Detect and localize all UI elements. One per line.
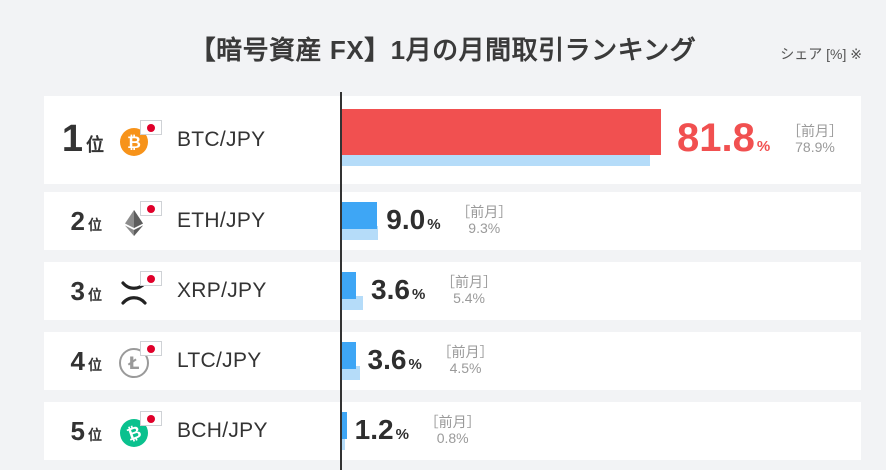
litecoin-icon: Ł (118, 347, 150, 379)
bar-previous-month (342, 366, 360, 380)
value-unit: % (427, 216, 441, 233)
rank-unit: 位 (88, 217, 102, 233)
ethereum-icon (118, 207, 150, 239)
previous-month-label: ［前月］ 0.8% (425, 414, 481, 446)
axis-line (340, 92, 342, 470)
value-number: 81.8 (677, 116, 755, 160)
bar-current-month (342, 202, 378, 229)
japan-flag-icon (140, 411, 162, 426)
value-label: 81.8% (677, 116, 770, 161)
value-unit: % (395, 426, 409, 443)
previous-month-value: 5.4% (453, 290, 485, 306)
share-unit-note: シェア [%] ※ (780, 46, 862, 62)
rank-unit: 位 (88, 427, 102, 443)
previous-month-caption: ［前月］ (437, 344, 494, 360)
currency-pair-label: ETH/JPY (177, 209, 266, 232)
bitcoin-cash-icon: ₿ (118, 417, 150, 449)
bar-current-month (342, 412, 347, 439)
value-unit: % (756, 138, 771, 155)
bar-previous-month (342, 226, 379, 240)
ranking-row (44, 262, 861, 320)
rank-number: 3 (70, 276, 85, 306)
rank-number: 2 (70, 206, 85, 236)
japan-flag-icon (140, 201, 162, 216)
previous-month-label: ［前月］ 4.5% (438, 344, 494, 376)
previous-month-value: 4.5% (449, 360, 482, 376)
previous-month-value: 78.9% (795, 139, 835, 155)
previous-month-value: 9.3% (468, 220, 501, 236)
bitcoin-icon: ₿ (118, 126, 150, 158)
previous-month-caption: ［前月］ (787, 123, 843, 139)
value-unit: % (408, 356, 422, 373)
currency-pair-label: BTC/JPY (177, 128, 266, 151)
bar-current-month (342, 109, 661, 155)
value-label: 1.2% (355, 414, 409, 446)
previous-month-caption: ［前月］ (456, 204, 513, 220)
rank-unit: 位 (88, 287, 102, 303)
currency-pair-label: LTC/JPY (177, 349, 262, 372)
rank-number: 4 (70, 346, 85, 376)
value-unit: % (411, 286, 426, 303)
japan-flag-icon (140, 341, 162, 356)
previous-month-label: ［前月］ 78.9% (787, 123, 843, 155)
previous-month-caption: ［前月］ (441, 274, 498, 290)
bar-current-month (342, 342, 357, 369)
ranking-row (44, 332, 861, 390)
previous-month-label: ［前月］ 5.4% (441, 274, 497, 306)
bar-previous-month (342, 436, 346, 450)
bar-current-month (342, 272, 357, 299)
previous-month-value: 0.8% (436, 430, 469, 446)
ranking-row (44, 192, 861, 250)
value-number: 3.6 (371, 274, 410, 305)
value-label: 9.0% (386, 204, 440, 236)
value-number: 1.2 (354, 414, 394, 445)
rank-unit: 位 (86, 135, 104, 155)
japan-flag-icon (140, 120, 162, 135)
japan-flag-icon (140, 271, 162, 286)
currency-pair-label: BCH/JPY (177, 419, 268, 442)
bar-previous-month (342, 296, 364, 310)
rank-unit: 位 (88, 357, 102, 373)
value-label: 3.6% (368, 344, 422, 376)
bar-previous-month (342, 152, 650, 166)
rank-number: 5 (70, 416, 85, 446)
previous-month-caption: ［前月］ (424, 414, 481, 430)
svg-text:Ł: Ł (128, 354, 140, 374)
currency-pair-label: XRP/JPY (177, 279, 267, 302)
previous-month-label: ［前月］ 9.3% (456, 204, 512, 236)
rank-number: 1 (61, 118, 83, 160)
chart-title: 【暗号資産 FX】1月の月間取引ランキング (189, 35, 697, 65)
value-number: 3.6 (367, 344, 407, 375)
value-label: 3.6% (371, 274, 425, 306)
value-number: 9.0 (386, 204, 426, 235)
svg-text:₿: ₿ (124, 422, 144, 446)
ranking-row (44, 402, 861, 460)
svg-text:₿: ₿ (127, 133, 141, 153)
